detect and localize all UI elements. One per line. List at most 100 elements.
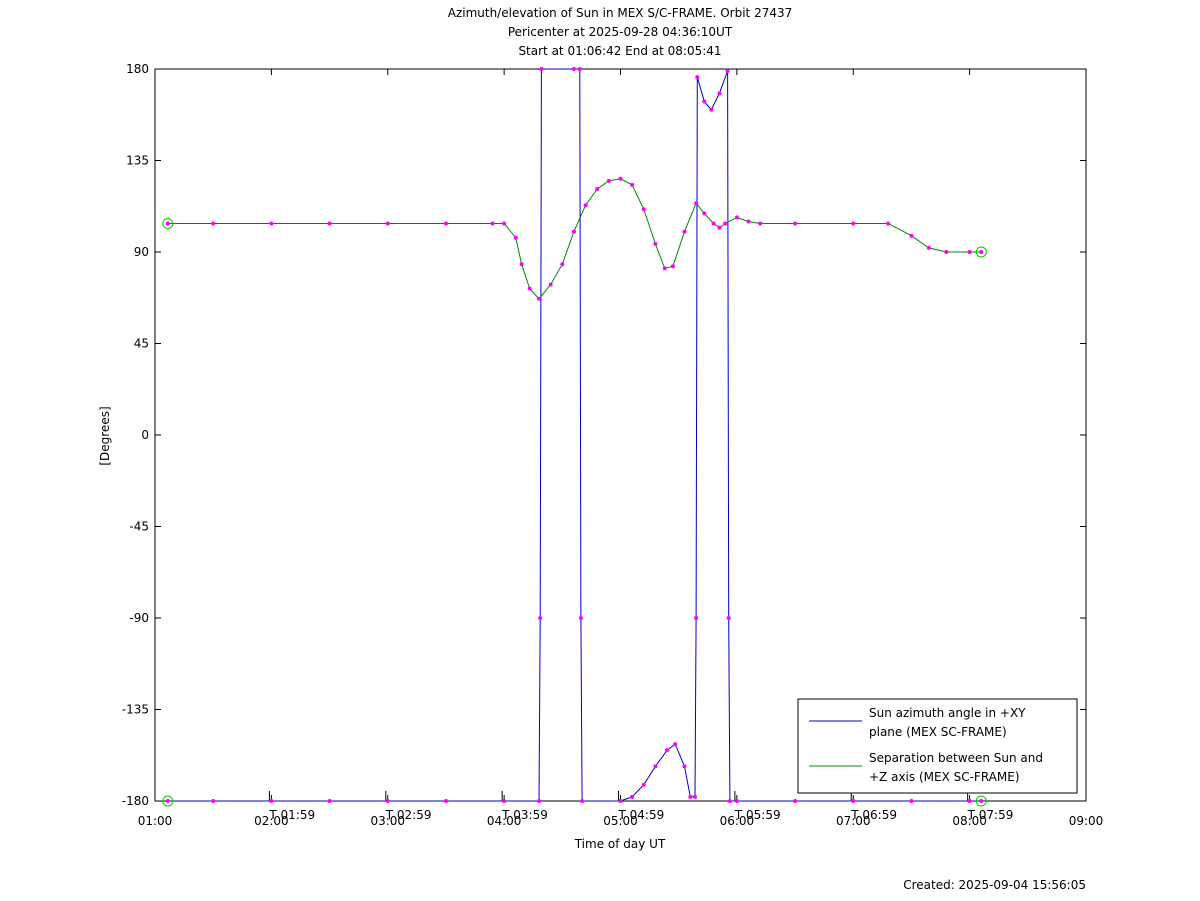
series-0-point-13 [580, 799, 585, 803]
series-0-point-33 [851, 799, 856, 803]
x-tick-label-3: 04:00 [487, 814, 522, 828]
time-marker-label-3: T 04:59 [618, 808, 665, 822]
series-0-point-4 [385, 799, 390, 803]
series-1-point-19 [630, 182, 635, 187]
y-axis-label: [Degrees] [98, 406, 112, 465]
series-1-point-30 [734, 215, 739, 220]
title: Azimuth/elevation of Sun in MEX S/C-FRAM… [448, 6, 793, 58]
series-1-point-33 [793, 221, 798, 226]
series-0-point-10 [571, 67, 576, 71]
series-1-point-36 [909, 233, 914, 238]
series-0-point-21 [688, 794, 693, 799]
x-tick-label-7: 08:00 [952, 814, 987, 828]
series-0-point-22 [692, 794, 697, 799]
series-0-point-0 [165, 799, 170, 803]
series-0-point-20 [682, 764, 687, 769]
x-tick-label-0: 01:00 [138, 814, 173, 828]
series-0-point-32 [793, 799, 798, 803]
series-0-point-15 [630, 794, 635, 799]
time-marker-label-4: T 05:59 [734, 808, 781, 822]
series-line-0 [167, 68, 982, 802]
series-0-point-17 [653, 764, 658, 769]
series-1-point-26 [702, 211, 707, 216]
y-tick-label-4: 0 [141, 428, 149, 442]
series-1-point-22 [662, 266, 667, 271]
x-tick-label-1: 02:00 [254, 814, 289, 828]
series-1-point-27 [711, 221, 716, 226]
series-1-point-35 [886, 221, 891, 226]
series-line-1 [167, 178, 982, 300]
series-0-point-7 [537, 799, 542, 803]
series-0-point-29 [726, 616, 731, 620]
y-tick-label-1: 135 [126, 154, 149, 168]
series-1-point-34 [851, 221, 856, 226]
time-marker-label-6: T 07:59 [967, 808, 1014, 822]
y-tick-label-2: 90 [134, 245, 149, 259]
series-1-start-marker [162, 218, 174, 230]
x-tick-label-4: 05:00 [603, 814, 638, 828]
title-line-1: Azimuth/elevation of Sun in MEX S/C-FRAM… [448, 6, 793, 20]
series-1-point-17 [606, 178, 611, 183]
series-0-point-8 [538, 616, 543, 620]
series-1-point-1 [211, 221, 216, 226]
series-1-point-4 [385, 221, 390, 226]
series-0-point-31 [734, 799, 739, 803]
series-1-point-12 [548, 282, 553, 287]
axes: 180 135 90 45 0 -45 -90 -135 -180 01:00 02:00 03:00… [122, 62, 1104, 828]
series-1-point-25 [694, 201, 699, 206]
series-1-end-marker [975, 246, 987, 258]
y-tick-label-3: 45 [134, 337, 149, 351]
series-1-point-29 [723, 221, 728, 226]
series-0-point-35 [967, 799, 972, 803]
series-1-point-40 [979, 250, 984, 254]
series-1-point-23 [670, 264, 675, 269]
series-1-point-3 [327, 221, 332, 226]
series-0-point-30 [727, 799, 732, 803]
series-0-point-16 [641, 782, 646, 787]
series-1-point-16 [595, 186, 600, 191]
footer-created: Created: 2025-09-04 15:56:05 [903, 878, 1086, 892]
series-1-point-38 [944, 250, 949, 254]
series-1-point-0 [165, 221, 170, 226]
time-marker-label-0: T 01:59 [268, 808, 315, 822]
series-1-point-15 [583, 203, 588, 208]
series-1-point-20 [641, 207, 646, 212]
series-0-point-25 [702, 99, 707, 104]
series-1-point-32 [758, 221, 763, 226]
legend-label-0-0: Sun azimuth angle in +XY [869, 706, 1026, 720]
markers-layer [162, 67, 987, 807]
series-0-point-27 [717, 91, 722, 96]
time-marker-label-1: T 02:59 [385, 808, 432, 822]
series-0-point-36 [979, 799, 984, 803]
time-marker-label-5: T 06:59 [850, 808, 897, 822]
legend-box [797, 698, 1078, 794]
time-marker-label-2: T 03:59 [501, 808, 548, 822]
series-0-point-2 [269, 799, 274, 803]
y-tick-label-0: 180 [126, 62, 149, 76]
series-1-point-9 [519, 262, 524, 267]
series-0-start-marker [162, 795, 174, 807]
legend-label-1-1: +Z axis (MEX SC-FRAME) [869, 770, 1020, 784]
series-0-point-5 [443, 799, 448, 803]
y-tick-label-5: -45 [129, 520, 149, 534]
series-1-point-8 [513, 235, 518, 240]
series-0-point-18 [665, 748, 670, 753]
legend-label-1-0: Separation between Sun and [869, 751, 1043, 765]
series-1-point-5 [443, 221, 448, 226]
x-tick-label-8: 09:00 [1069, 814, 1104, 828]
x-axis-label: Time of day UT [574, 837, 666, 851]
x-tick-label-2: 03:00 [370, 814, 405, 828]
series-0-point-3 [327, 799, 332, 803]
series-1-point-2 [269, 221, 274, 226]
x-tick-label-5: 06:00 [720, 814, 755, 828]
series-1-point-7 [502, 221, 507, 226]
series-layer [167, 68, 982, 802]
series-0-point-9 [539, 67, 544, 71]
series-0-point-24 [695, 75, 700, 80]
series-0-point-28 [725, 69, 730, 74]
series-0-point-1 [211, 799, 216, 803]
series-0-point-14 [618, 799, 623, 803]
series-1-point-14 [571, 229, 576, 234]
series-0-point-11 [577, 67, 582, 71]
